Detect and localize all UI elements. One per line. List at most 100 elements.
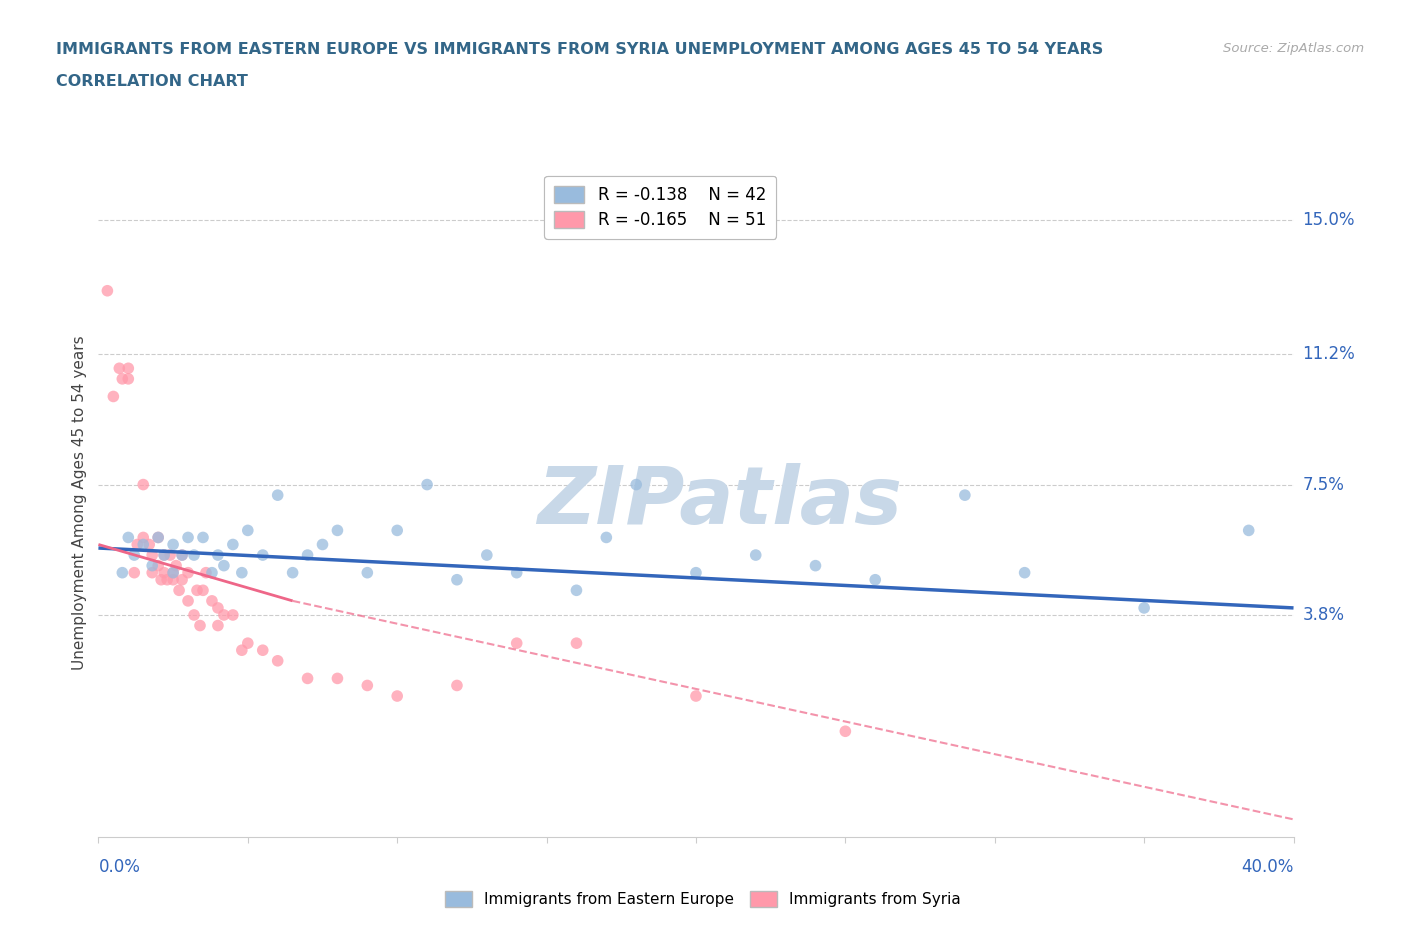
Point xyxy=(177,593,200,608)
Point xyxy=(297,671,319,685)
Point xyxy=(385,688,409,703)
Point xyxy=(212,607,235,622)
Point xyxy=(153,565,176,580)
Point xyxy=(1133,601,1156,616)
Point xyxy=(117,371,139,386)
Text: 7.5%: 7.5% xyxy=(1302,475,1344,494)
Legend: R = -0.138    N = 42, R = -0.165    N = 51: R = -0.138 N = 42, R = -0.165 N = 51 xyxy=(544,176,776,239)
Text: ZIPatlas: ZIPatlas xyxy=(537,463,903,541)
Point xyxy=(804,558,827,573)
Point xyxy=(177,530,200,545)
Point xyxy=(475,548,498,563)
Point xyxy=(148,558,170,573)
Point xyxy=(141,565,163,580)
Point xyxy=(311,537,333,551)
Point xyxy=(148,530,170,545)
Point xyxy=(96,284,118,299)
Point xyxy=(156,572,179,587)
Point xyxy=(162,565,184,580)
Point xyxy=(138,537,160,551)
Text: 3.8%: 3.8% xyxy=(1302,606,1344,624)
Point xyxy=(153,548,176,563)
Point xyxy=(103,389,125,404)
Point xyxy=(132,530,155,545)
Point xyxy=(506,565,529,580)
Point xyxy=(117,361,139,376)
Point xyxy=(132,477,155,492)
Point xyxy=(162,565,184,580)
Point xyxy=(267,487,290,502)
Point xyxy=(207,601,229,616)
Point xyxy=(236,523,259,538)
Point xyxy=(165,558,187,573)
Point xyxy=(565,583,588,598)
Point xyxy=(167,583,190,598)
Point xyxy=(624,477,647,492)
Point xyxy=(150,572,173,587)
Text: 0.0%: 0.0% xyxy=(98,858,141,876)
Point xyxy=(297,548,319,563)
Point xyxy=(565,636,588,651)
Point xyxy=(356,678,378,693)
Point xyxy=(148,530,170,545)
Point xyxy=(111,565,134,580)
Point xyxy=(117,530,139,545)
Point xyxy=(132,537,155,551)
Point xyxy=(1014,565,1036,580)
Point xyxy=(231,565,253,580)
Point xyxy=(186,583,208,598)
Point xyxy=(865,572,887,587)
Point xyxy=(124,548,146,563)
Point xyxy=(685,688,707,703)
Point xyxy=(162,537,184,551)
Point xyxy=(595,530,617,545)
Point xyxy=(212,558,235,573)
Point xyxy=(177,565,200,580)
Point xyxy=(183,607,205,622)
Point xyxy=(326,671,349,685)
Point xyxy=(127,537,149,551)
Point xyxy=(141,558,163,573)
Point xyxy=(162,572,184,587)
Text: 15.0%: 15.0% xyxy=(1302,211,1355,230)
Point xyxy=(252,643,274,658)
Point xyxy=(194,565,218,580)
Y-axis label: Unemployment Among Ages 45 to 54 years: Unemployment Among Ages 45 to 54 years xyxy=(72,335,87,670)
Point xyxy=(124,565,146,580)
Point xyxy=(446,678,468,693)
Point xyxy=(111,371,134,386)
Point xyxy=(1237,523,1260,538)
Point xyxy=(183,548,205,563)
Point xyxy=(267,654,290,669)
Point xyxy=(201,593,224,608)
Text: 40.0%: 40.0% xyxy=(1241,858,1294,876)
Point xyxy=(953,487,976,502)
Point xyxy=(356,565,378,580)
Point xyxy=(191,530,214,545)
Text: IMMIGRANTS FROM EASTERN EUROPE VS IMMIGRANTS FROM SYRIA UNEMPLOYMENT AMONG AGES : IMMIGRANTS FROM EASTERN EUROPE VS IMMIGR… xyxy=(56,42,1104,57)
Point xyxy=(207,618,229,633)
Point xyxy=(222,537,245,551)
Legend: Immigrants from Eastern Europe, Immigrants from Syria: Immigrants from Eastern Europe, Immigran… xyxy=(439,884,967,913)
Point xyxy=(153,548,176,563)
Point xyxy=(416,477,439,492)
Point xyxy=(506,636,529,651)
Point xyxy=(188,618,211,633)
Point xyxy=(326,523,349,538)
Text: CORRELATION CHART: CORRELATION CHART xyxy=(56,74,247,89)
Text: 11.2%: 11.2% xyxy=(1302,345,1355,364)
Text: Source: ZipAtlas.com: Source: ZipAtlas.com xyxy=(1223,42,1364,55)
Point xyxy=(222,607,245,622)
Point xyxy=(745,548,768,563)
Point xyxy=(191,583,214,598)
Point xyxy=(231,643,253,658)
Point xyxy=(172,548,194,563)
Point xyxy=(446,572,468,587)
Point xyxy=(172,548,194,563)
Point xyxy=(201,565,224,580)
Point xyxy=(172,572,194,587)
Point xyxy=(834,724,856,738)
Point xyxy=(207,548,229,563)
Point xyxy=(252,548,274,563)
Point xyxy=(385,523,409,538)
